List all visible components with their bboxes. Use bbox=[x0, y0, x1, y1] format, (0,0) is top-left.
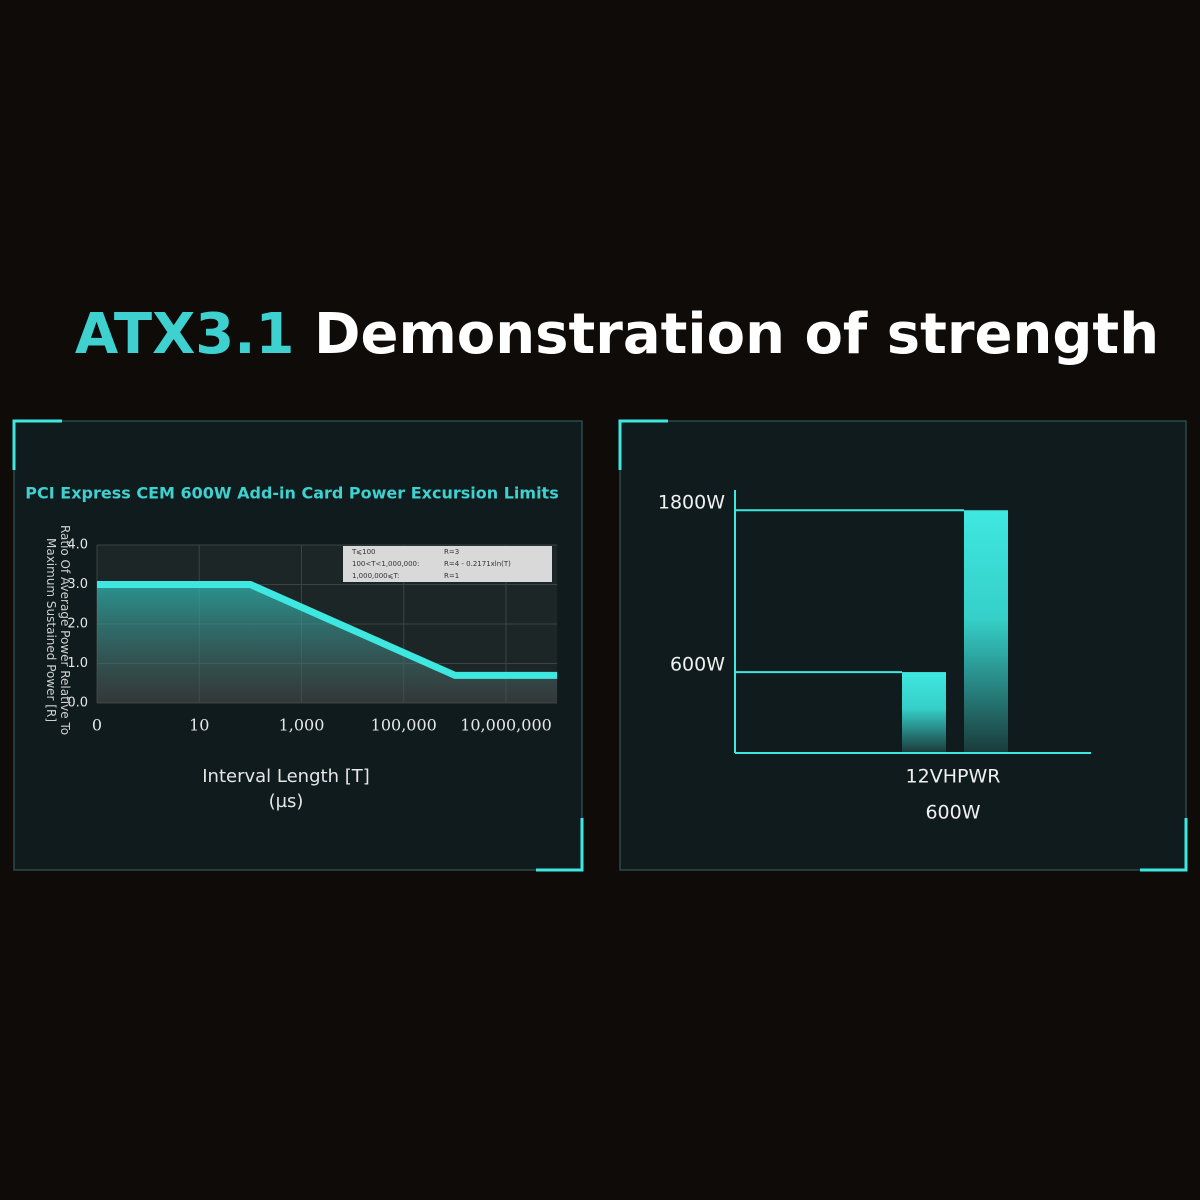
y-tick-label: 3.0 bbox=[67, 577, 88, 592]
formula-text: 100<T<1,000,000: bbox=[352, 560, 419, 568]
formula-text: 1,000,000⩽T: bbox=[352, 572, 399, 580]
x-axis-label: (µs) bbox=[269, 791, 304, 812]
x-tick-label: 10 bbox=[189, 716, 209, 735]
y-axis-label-line: Ratio Of Average Power Relative To bbox=[59, 525, 73, 735]
formula-text: T⩽100 bbox=[351, 548, 376, 556]
x-tick-label: 0 bbox=[92, 716, 102, 735]
y-tick-label: 1800W bbox=[658, 492, 725, 514]
formula-text: R=4 - 0.2171xln(T) bbox=[444, 560, 511, 568]
y-tick-label: 600W bbox=[670, 654, 725, 676]
y-axis-label-line: Maximum Sustained Power [R] bbox=[45, 538, 59, 722]
corner-accents bbox=[12, 419, 1188, 872]
formula-text: R=1 bbox=[444, 572, 459, 580]
right-chart: 600W 1800W 12VHPWR 600W bbox=[658, 490, 1091, 824]
page-title: ATX3.1 Demonstration of strength bbox=[75, 302, 1159, 367]
x-tick-label: 1,000 bbox=[279, 716, 325, 735]
x-axis-label: 12VHPWR bbox=[906, 766, 1001, 788]
formula-box bbox=[343, 546, 552, 582]
x-tick-label: 10,000,000 bbox=[460, 716, 552, 735]
y-tick-label: 1.0 bbox=[67, 656, 88, 671]
title-highlight: ATX3.1 bbox=[75, 302, 295, 367]
title-rest: Demonstration of strength bbox=[314, 302, 1159, 367]
bar bbox=[964, 510, 1008, 753]
line bbox=[97, 581, 558, 679]
formula-text: R=3 bbox=[444, 548, 459, 556]
left-chart: PCI Express CEM 600W Add-in Card Power E… bbox=[25, 484, 558, 813]
y-tick-label: 0.0 bbox=[67, 696, 88, 711]
x-axis-label: Interval Length [T] bbox=[202, 766, 370, 787]
chart-title: PCI Express CEM 600W Add-in Card Power E… bbox=[25, 484, 558, 503]
x-axis-label: 600W bbox=[925, 802, 980, 824]
x-tick-label: 100,000 bbox=[371, 716, 437, 735]
y-tick-label: 4.0 bbox=[67, 538, 88, 553]
y-tick-label: 2.0 bbox=[67, 617, 88, 632]
y-axis-label: Ratio Of Average Power Relative ToMaximu… bbox=[45, 525, 73, 735]
bar bbox=[902, 672, 946, 753]
